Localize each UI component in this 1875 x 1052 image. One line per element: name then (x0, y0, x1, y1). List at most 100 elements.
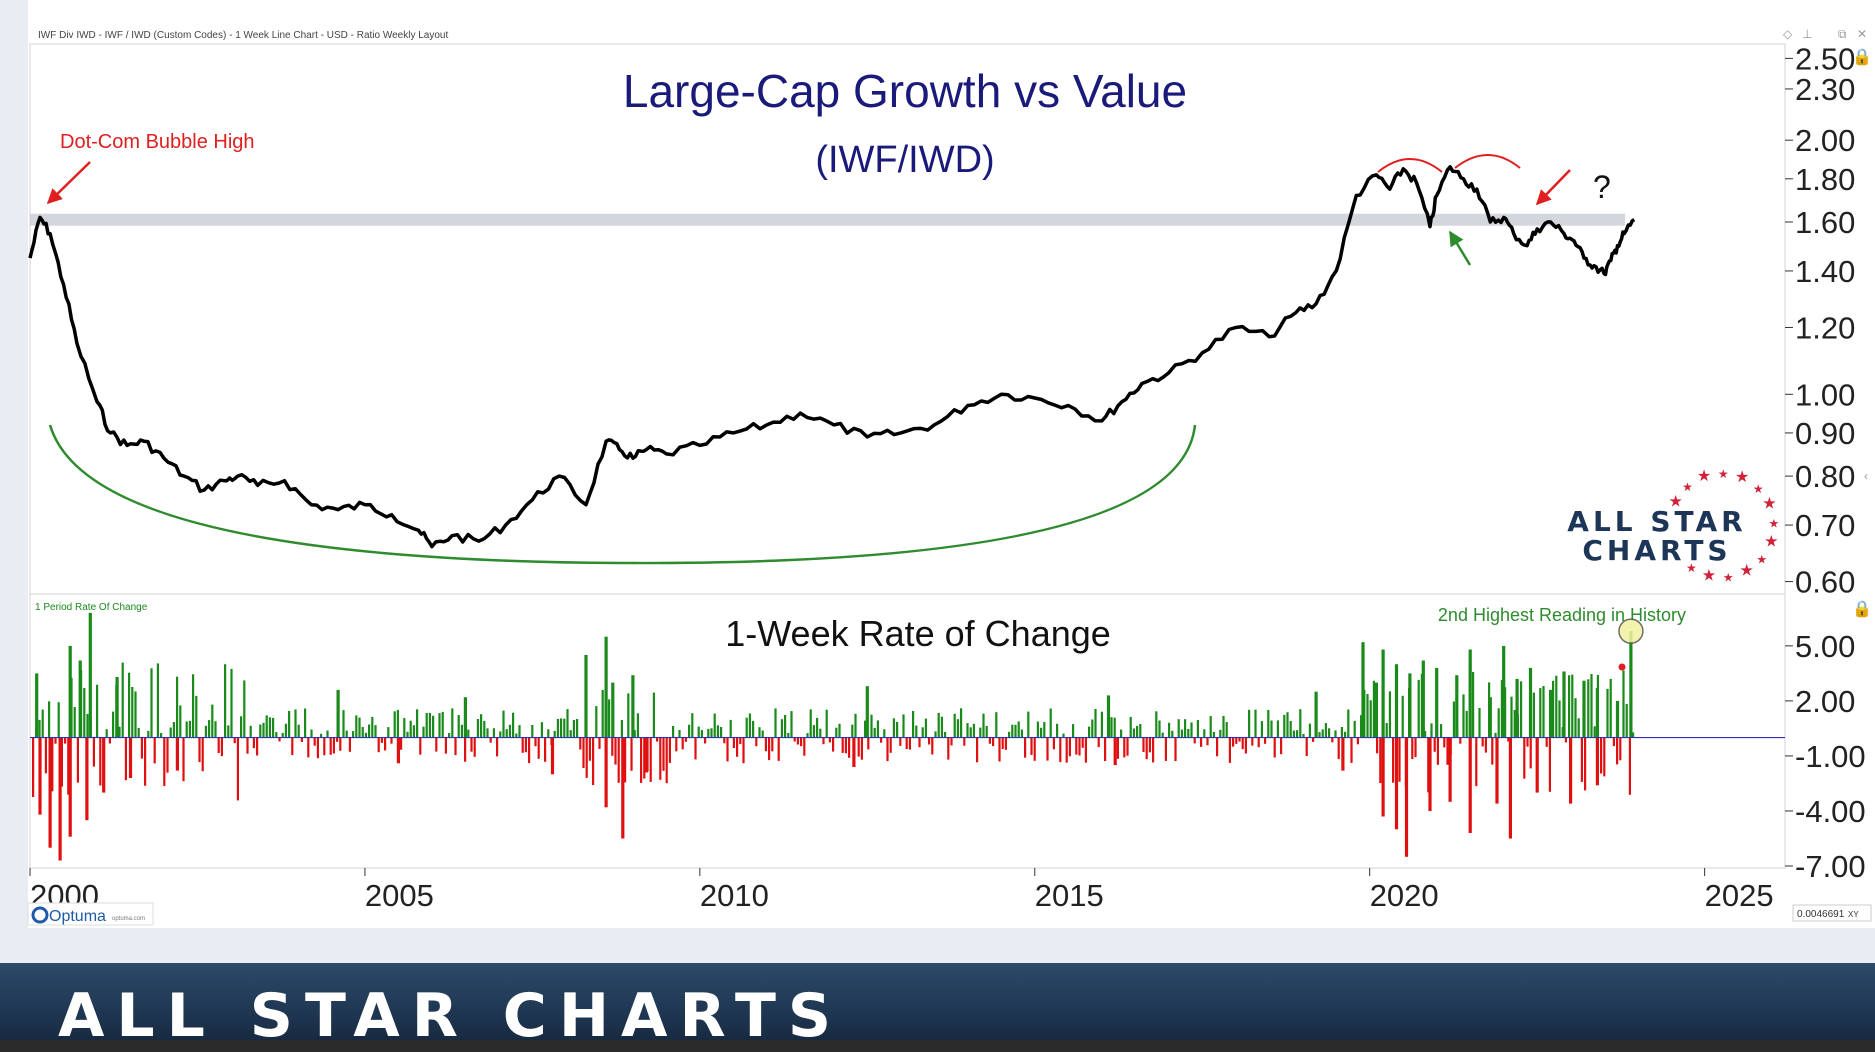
roc-texture-bar (918, 737, 921, 748)
roc-texture-bar (1283, 714, 1286, 738)
roc-negative-bar (102, 737, 106, 793)
collapse-chevron-icon[interactable]: ‹ (1864, 469, 1868, 483)
roc-texture-bar (684, 737, 687, 742)
roc-texture-bar (1302, 733, 1305, 738)
roc-texture-bar (1385, 723, 1388, 738)
roc-texture-bar (1142, 737, 1145, 752)
roc-texture-bar (1289, 721, 1292, 738)
roc-texture-bar (192, 674, 195, 738)
roc-texture-bar (166, 737, 169, 773)
roc-positive-bar (1455, 675, 1459, 738)
roc-texture-bar (928, 737, 931, 745)
roc-texture-bar (716, 725, 719, 738)
roc-texture-bar (1212, 732, 1215, 738)
roc-texture-bar (1244, 737, 1247, 754)
left-strip (0, 0, 28, 963)
roc-texture-bar (649, 737, 652, 782)
roc-texture-bar (848, 737, 851, 758)
arrow-dotcom-high (46, 161, 91, 205)
roc-texture-bar (438, 713, 441, 738)
roc-y-axis: 5.00 2.00 -1.00 -4.00 -7.00 (1785, 629, 1866, 884)
roc-texture-bar (672, 726, 675, 738)
restore-icon[interactable]: ⧉ (1838, 27, 1847, 41)
roc-texture-bar (1427, 737, 1430, 793)
roc-positive-bar (78, 660, 82, 738)
roc-texture-bar (796, 737, 799, 745)
price-lock-icon[interactable]: 🔒 (1852, 48, 1872, 66)
roc-texture-bar (860, 737, 863, 760)
roc-texture-bar (1593, 726, 1596, 738)
roc-texture-bar (396, 709, 399, 738)
roc-texture-bar (787, 733, 790, 738)
roc-positive-bar (1421, 660, 1425, 738)
roc-texture-bar (1168, 722, 1171, 738)
roc-texture-bar (454, 737, 457, 756)
close-icon[interactable]: ✕ (1857, 27, 1867, 41)
roc-texture-bar (1209, 716, 1212, 738)
roc-texture-bar (1145, 737, 1148, 760)
roc-texture-bar (652, 692, 655, 738)
roc-texture-bar (83, 688, 86, 738)
vendor-logo-icon (31, 906, 49, 924)
roc-texture-bar (960, 708, 963, 738)
roc-texture-bar (1440, 724, 1443, 738)
x-tick-label: 2015 (1035, 878, 1104, 913)
roc-negative-bar (1508, 737, 1512, 839)
roc-texture-bar (784, 715, 787, 738)
roc-texture-bar (828, 737, 831, 743)
roc-texture-bar (707, 728, 710, 738)
roc-texture-bar (864, 720, 867, 738)
roc-texture-bar (1088, 726, 1091, 738)
roc-texture-bar (1238, 737, 1241, 742)
roc-texture-bar (105, 729, 108, 738)
price-tick-label: 0.90 (1795, 416, 1855, 451)
roc-texture-bar (262, 722, 265, 738)
roc-texture-bar (1526, 737, 1529, 747)
roc-texture-bar (1254, 709, 1257, 738)
roc-positive-bar (1381, 649, 1385, 738)
roc-texture-bar (1590, 674, 1593, 738)
roc-texture-bar (729, 719, 732, 738)
roc-texture-bar (1273, 737, 1276, 758)
roc-texture-bar (1340, 727, 1343, 738)
roc-texture-bar (201, 737, 204, 772)
roc-lock-icon[interactable]: 🔒 (1852, 600, 1872, 618)
roc-texture-bar (595, 706, 598, 738)
roc-texture-bar (1334, 730, 1337, 738)
roc-texture-bar (422, 726, 425, 738)
roc-texture-bar (560, 718, 563, 738)
roc-texture-bar (1120, 729, 1123, 738)
arrow-support-test (1448, 230, 1472, 266)
roc-texture-bar (867, 737, 870, 750)
roc-positive-bar (1488, 697, 1492, 738)
roc-texture-bar (1494, 732, 1497, 738)
roc-positive-bar (584, 655, 588, 738)
roc-texture-bar (1136, 725, 1139, 738)
price-tick-label: 0.80 (1795, 459, 1855, 494)
roc-texture-bar (294, 709, 297, 738)
roc-texture-bar (172, 722, 175, 738)
roc-texture-bar (1308, 723, 1311, 738)
roc-texture-bar (483, 720, 486, 738)
diamond-icon[interactable]: ◇ (1783, 27, 1793, 41)
roc-texture-bar (630, 737, 633, 771)
roc-texture-bar (912, 711, 915, 738)
roc-texture-bar (1436, 737, 1439, 765)
roc-texture-bar (1548, 737, 1551, 792)
roc-texture-bar (624, 737, 627, 783)
roc-texture-bar (723, 737, 726, 744)
logo-star-icon: ★ (1762, 496, 1776, 513)
roc-texture-bar (816, 717, 819, 738)
roc-texture-bar (1472, 672, 1475, 738)
roc-texture-bar (185, 721, 188, 738)
roc-texture-bar (182, 737, 185, 782)
roc-texture-bar (1523, 737, 1526, 779)
roc-texture-bar (1052, 737, 1055, 750)
window-controls[interactable]: ◇ ⊥ ⧉ ✕ (1783, 27, 1867, 41)
pin-icon[interactable]: ⊥ (1802, 27, 1812, 41)
roc-texture-bar (1376, 737, 1379, 754)
xy-label: XY (1848, 910, 1859, 919)
roc-texture-bar (544, 737, 547, 762)
footer-brand-text: ALL STAR CHARTS (58, 981, 844, 1051)
roc-texture-bar (908, 737, 911, 750)
